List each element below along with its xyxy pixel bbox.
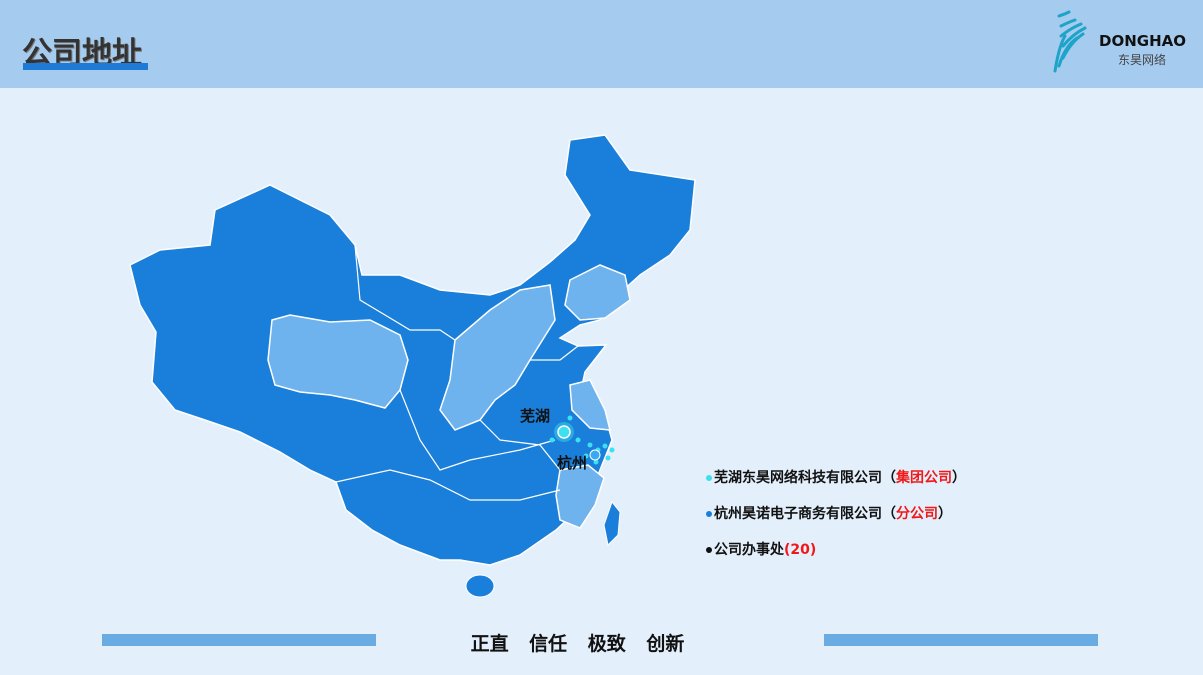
- donghao-logo-icon: [1053, 10, 1087, 73]
- header: 公司地址 DONGHAO 东昊网络: [0, 0, 1203, 88]
- legend-item-hangzhou: 杭州昊诺电子商务有限公司（分公司）: [706, 503, 952, 523]
- footer-bar-right: [824, 634, 1098, 646]
- hangzhou-marker: [589, 449, 601, 461]
- company-motto: 正直 信任 极致 创新: [470, 633, 685, 655]
- city-label-wuhu: 芜湖: [520, 407, 551, 425]
- title-underline: [23, 63, 148, 70]
- wuhu-marker: [557, 425, 571, 439]
- blue-dot-icon: [706, 511, 712, 517]
- city-label-hangzhou: 杭州: [557, 454, 588, 472]
- logo-text-en: DONGHAO: [1099, 32, 1186, 50]
- legend-tag: (20): [784, 542, 817, 558]
- province-borders: [335, 244, 579, 501]
- province-qinghai: [267, 314, 409, 409]
- province-zhejiang: [555, 464, 605, 529]
- taiwan-island: [603, 500, 621, 547]
- logo-text-cn: 东昊网络: [1118, 53, 1167, 67]
- legend-item-offices: 公司办事处(20): [706, 539, 816, 559]
- legend-item-wuhu: 芜湖东昊网络科技有限公司（集团公司）: [706, 467, 966, 487]
- province-liaoning: [564, 264, 631, 321]
- legend-text: 杭州昊诺电子商务有限公司（: [714, 506, 896, 522]
- province-central-strip: [439, 284, 556, 431]
- footer-bar-left: [102, 634, 376, 646]
- province-jiangsu: [569, 379, 611, 431]
- legend-text: 公司办事处: [714, 542, 784, 558]
- legend-tag: 分公司: [896, 506, 938, 522]
- legend-text: 芜湖东昊网络科技有限公司（: [714, 470, 896, 486]
- china-map: [129, 134, 696, 598]
- legend-tag: 集团公司: [896, 470, 952, 486]
- hangzhou-office-markers: [549, 415, 615, 465]
- hainan-island: [465, 574, 495, 598]
- cyan-dot-icon: [706, 475, 712, 481]
- china-outline: [129, 134, 696, 566]
- black-dot-icon: [706, 547, 712, 553]
